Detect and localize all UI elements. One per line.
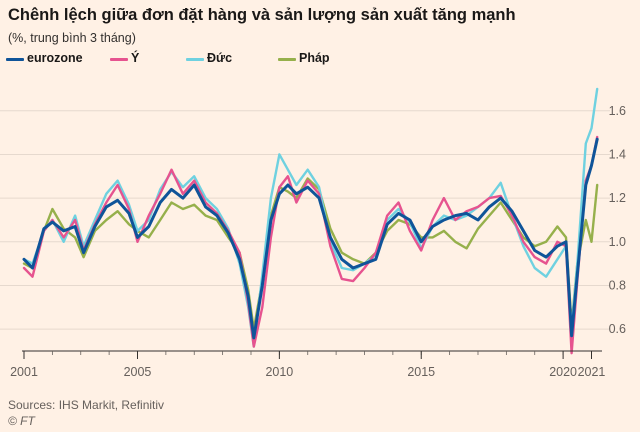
y-tick-label: 0.6 [609, 322, 626, 336]
source-note: Sources: IHS Markit, Refinitiv [8, 398, 165, 412]
legend-swatch-germany [186, 58, 204, 61]
x-tick-label: 2021 [578, 365, 606, 379]
y-tick-label: 0.8 [609, 278, 626, 292]
x-tick-label: 2010 [265, 365, 293, 379]
y-tick-label: 1.0 [609, 235, 626, 249]
y-tick-label: 1.6 [609, 104, 626, 118]
x-tick-label: 2015 [407, 365, 435, 379]
series-line-italy [22, 135, 599, 355]
axis-layer: 0.6 0.8 1.0 1.2 1.4 1.6 2001 2005 2010 2015 2020 20… [10, 104, 626, 379]
chart-title: Chênh lệch giữa đơn đặt hàng và sản lượn… [8, 6, 516, 24]
legend-swatch-italy [110, 58, 128, 61]
legend-label-france: Pháp [299, 51, 330, 65]
series-line-eurozone [22, 137, 599, 340]
series-line-france [22, 177, 599, 331]
x-tick-label: 2020 [549, 365, 577, 379]
chart-subtitle: (%, trung bình 3 tháng) [8, 31, 136, 45]
credit-note: © FT [8, 414, 35, 428]
x-tick-label: 2001 [10, 365, 38, 379]
legend-swatch-france [278, 58, 296, 61]
legend-label-italy: Ý [131, 51, 140, 65]
legend-label-eurozone: eurozone [27, 51, 83, 65]
y-tick-label: 1.2 [609, 191, 626, 205]
grid-layer [0, 110, 610, 330]
legend-swatch-eurozone [6, 58, 24, 61]
x-tick-label: 2005 [124, 365, 152, 379]
y-tick-label: 1.4 [609, 147, 626, 161]
series-layer [22, 87, 599, 355]
legend-label-germany: Đức [207, 51, 233, 65]
